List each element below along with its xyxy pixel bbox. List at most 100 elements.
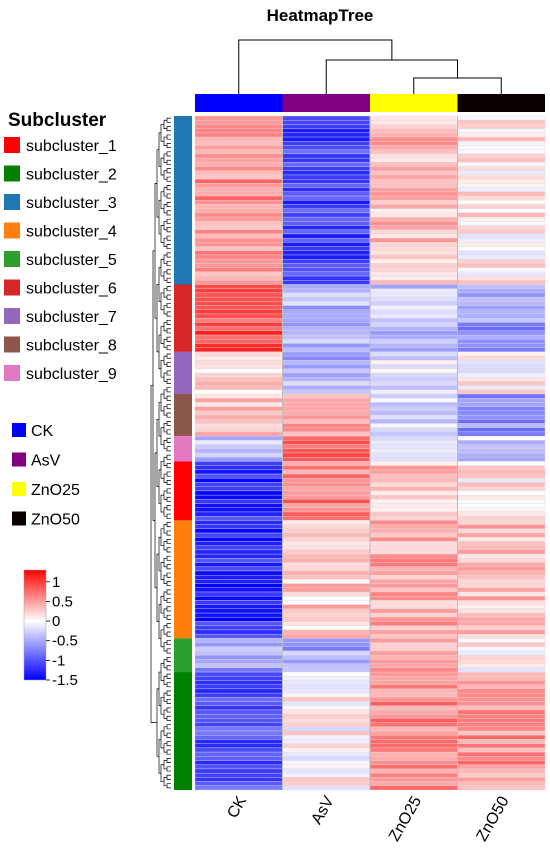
legend-swatch-asv	[12, 452, 26, 467]
heatmap-cell	[194, 174, 283, 180]
heatmap-cell	[369, 709, 458, 715]
heatmap-cell	[369, 389, 458, 395]
heatmap-cell	[369, 722, 458, 727]
heatmap-cell	[457, 162, 546, 167]
heatmap-cell	[194, 596, 283, 601]
heatmap-cell	[457, 524, 546, 529]
heatmap-cell	[194, 372, 283, 378]
heatmap-cell	[457, 431, 546, 437]
heatmap-cell	[282, 612, 371, 618]
heatmap-cell	[194, 292, 283, 298]
heatmap-cell	[457, 233, 546, 239]
heatmap-cell	[282, 124, 371, 129]
heatmap-cell	[194, 621, 283, 626]
heatmap-cell	[457, 528, 546, 534]
legend-label-subcluster-2: subcluster_2	[26, 167, 117, 184]
heatmap-cell	[457, 478, 546, 483]
heatmap-cell	[369, 448, 458, 454]
heatmap-cell	[194, 267, 283, 273]
heatmap-cell	[369, 271, 458, 277]
row-dendrogram-branch	[163, 440, 167, 450]
heatmap-cell	[194, 768, 283, 774]
heatmap-cell	[369, 360, 458, 365]
heatmap-cell	[457, 743, 546, 749]
row-dendrogram-branch	[166, 522, 171, 528]
heatmap-cell	[282, 785, 371, 791]
row-dendrogram-branch	[166, 328, 171, 334]
heatmap-cell	[194, 435, 283, 441]
heatmap-cell	[194, 444, 283, 449]
heatmap-cell	[194, 326, 283, 332]
heatmap-cell	[282, 764, 371, 770]
heatmap-cell	[194, 587, 283, 593]
heatmap-cell	[369, 225, 458, 230]
heatmap-cell	[457, 646, 546, 652]
row-dendrogram-branch	[166, 589, 171, 595]
column-label-zno50: ZnO50	[474, 793, 513, 844]
heatmap-cell	[369, 301, 458, 306]
row-dendrogram-branch	[166, 564, 171, 570]
heatmap-cell	[457, 124, 546, 129]
annotation-cell-zno50	[457, 94, 545, 112]
heatmap-cell	[282, 516, 371, 521]
heatmap-cell	[457, 221, 546, 226]
heatmap-cell	[457, 179, 546, 184]
heatmap-cell	[282, 339, 371, 344]
row-dendrogram-branch	[166, 319, 171, 325]
row-dendrogram-branch	[166, 412, 171, 418]
heatmap-cell	[457, 318, 546, 323]
row-dendrogram-branch	[163, 389, 167, 399]
heatmap-cell	[369, 191, 458, 197]
heatmap-cell	[194, 545, 283, 551]
heatmap-cell	[282, 296, 371, 302]
heatmap-cell	[457, 313, 546, 319]
legend-label-subcluster-7: subcluster_7	[26, 309, 117, 326]
heatmap-cell	[369, 330, 458, 336]
heatmap-cell	[457, 410, 546, 416]
heatmap-cell	[282, 726, 371, 732]
heatmap-cell	[369, 751, 458, 757]
heatmap-cell	[282, 318, 371, 323]
row-dendrogram-branch	[166, 597, 171, 603]
heatmap-cell	[369, 528, 458, 534]
heatmap-cell	[282, 591, 371, 597]
heatmap-cell	[282, 263, 371, 268]
subcluster-legend-title: Subcluster	[8, 110, 107, 131]
heatmap-cell	[457, 187, 546, 193]
row-dendrogram-branch	[163, 338, 167, 349]
heatmap-cell	[457, 764, 546, 770]
heatmap-cell	[282, 309, 371, 315]
heatmap-cell	[282, 465, 371, 471]
subcluster-sidebar	[174, 116, 192, 790]
heatmap-cell	[194, 646, 283, 652]
row-dendrogram-branch	[160, 124, 164, 142]
heatmap-cell	[369, 671, 458, 677]
heatmap-cell	[457, 275, 546, 281]
heatmap-cell	[369, 612, 458, 618]
heatmap-cell	[194, 280, 283, 285]
legend-swatch-zno25	[12, 482, 26, 496]
heatmap-cell	[457, 267, 546, 273]
heatmap-cell	[457, 482, 546, 487]
row-dendrogram-branch	[166, 159, 171, 165]
heatmap-cell	[369, 562, 458, 567]
legend-label-subcluster-6: subcluster_6	[26, 281, 117, 298]
row-dendrogram-branch	[160, 528, 164, 547]
row-dendrogram-branch	[163, 153, 167, 163]
heatmap-cell	[282, 334, 371, 340]
heatmap-cell	[369, 204, 458, 209]
heatmap-cell	[457, 157, 546, 163]
row-dendrogram-branch	[163, 659, 167, 669]
heatmap-cell	[457, 747, 546, 753]
row-dendrogram-branch	[160, 427, 164, 445]
heatmap-cell	[194, 730, 283, 736]
heatmap-cell	[282, 385, 371, 390]
heatmap-cell	[194, 431, 283, 437]
heatmap-cell	[282, 524, 371, 529]
heatmap-cell	[194, 263, 283, 268]
heatmap-cell	[282, 191, 371, 197]
heatmap-cell	[457, 663, 546, 669]
heatmap-cell	[194, 115, 283, 121]
row-dendrogram-branch	[166, 151, 171, 157]
heatmap-cell	[457, 671, 546, 677]
